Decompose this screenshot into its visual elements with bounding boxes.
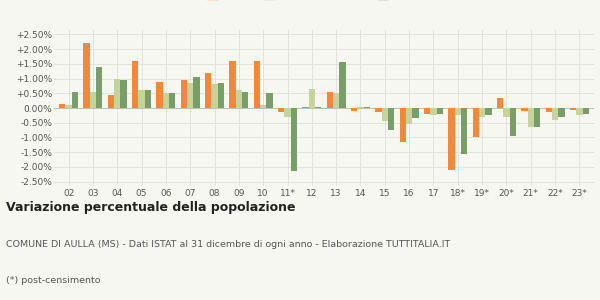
Bar <box>388 108 394 130</box>
Bar <box>72 92 78 108</box>
Bar <box>570 108 576 110</box>
Bar <box>545 108 552 112</box>
Text: COMUNE DI AULLA (MS) - Dati ISTAT al 31 dicembre di ogni anno - Elaborazione TUT: COMUNE DI AULLA (MS) - Dati ISTAT al 31 … <box>6 240 450 249</box>
Bar <box>351 108 358 111</box>
Bar <box>132 61 139 108</box>
Bar <box>485 108 491 116</box>
Bar <box>376 108 382 112</box>
Bar <box>461 108 467 154</box>
Bar <box>218 83 224 108</box>
Bar <box>90 92 96 108</box>
Bar <box>479 108 485 117</box>
Bar <box>509 108 516 136</box>
Bar <box>406 108 412 124</box>
Bar <box>236 90 242 108</box>
Bar <box>59 103 65 108</box>
Bar <box>181 80 187 108</box>
Bar <box>302 107 308 108</box>
Bar <box>169 93 175 108</box>
Bar <box>211 85 218 108</box>
Bar <box>205 73 211 108</box>
Bar <box>229 61 236 108</box>
Bar <box>83 43 90 108</box>
Bar <box>455 108 461 116</box>
Bar <box>503 108 509 117</box>
Bar <box>290 108 297 171</box>
Text: Variazione percentuale della popolazione: Variazione percentuale della popolazione <box>6 201 296 214</box>
Bar <box>326 92 333 108</box>
Bar <box>114 79 121 108</box>
Bar <box>576 108 583 116</box>
Bar <box>242 92 248 108</box>
Bar <box>497 98 503 108</box>
Bar <box>121 80 127 108</box>
Bar <box>333 93 340 108</box>
Bar <box>552 108 558 120</box>
Bar <box>260 105 266 108</box>
Bar <box>430 108 437 116</box>
Bar <box>96 67 103 108</box>
Bar <box>527 108 534 127</box>
Bar <box>139 90 145 108</box>
Bar <box>473 108 479 137</box>
Bar <box>437 108 443 114</box>
Bar <box>583 108 589 114</box>
Bar <box>424 108 430 114</box>
Bar <box>254 61 260 108</box>
Bar <box>412 108 419 118</box>
Bar <box>278 108 284 112</box>
Bar <box>163 93 169 108</box>
Bar <box>534 108 540 127</box>
Bar <box>364 106 370 108</box>
Bar <box>284 108 290 117</box>
Bar <box>400 108 406 142</box>
Bar <box>187 83 193 108</box>
Bar <box>65 105 72 108</box>
Bar <box>266 93 272 108</box>
Bar <box>315 106 322 108</box>
Text: (*) post-censimento: (*) post-censimento <box>6 276 101 285</box>
Bar <box>145 90 151 108</box>
Bar <box>448 108 455 170</box>
Bar <box>108 95 114 108</box>
Bar <box>358 106 364 108</box>
Bar <box>558 108 565 117</box>
Bar <box>521 108 527 111</box>
Bar <box>308 89 315 108</box>
Bar <box>157 82 163 108</box>
Bar <box>340 62 346 108</box>
Bar <box>382 108 388 121</box>
Bar <box>193 77 200 108</box>
